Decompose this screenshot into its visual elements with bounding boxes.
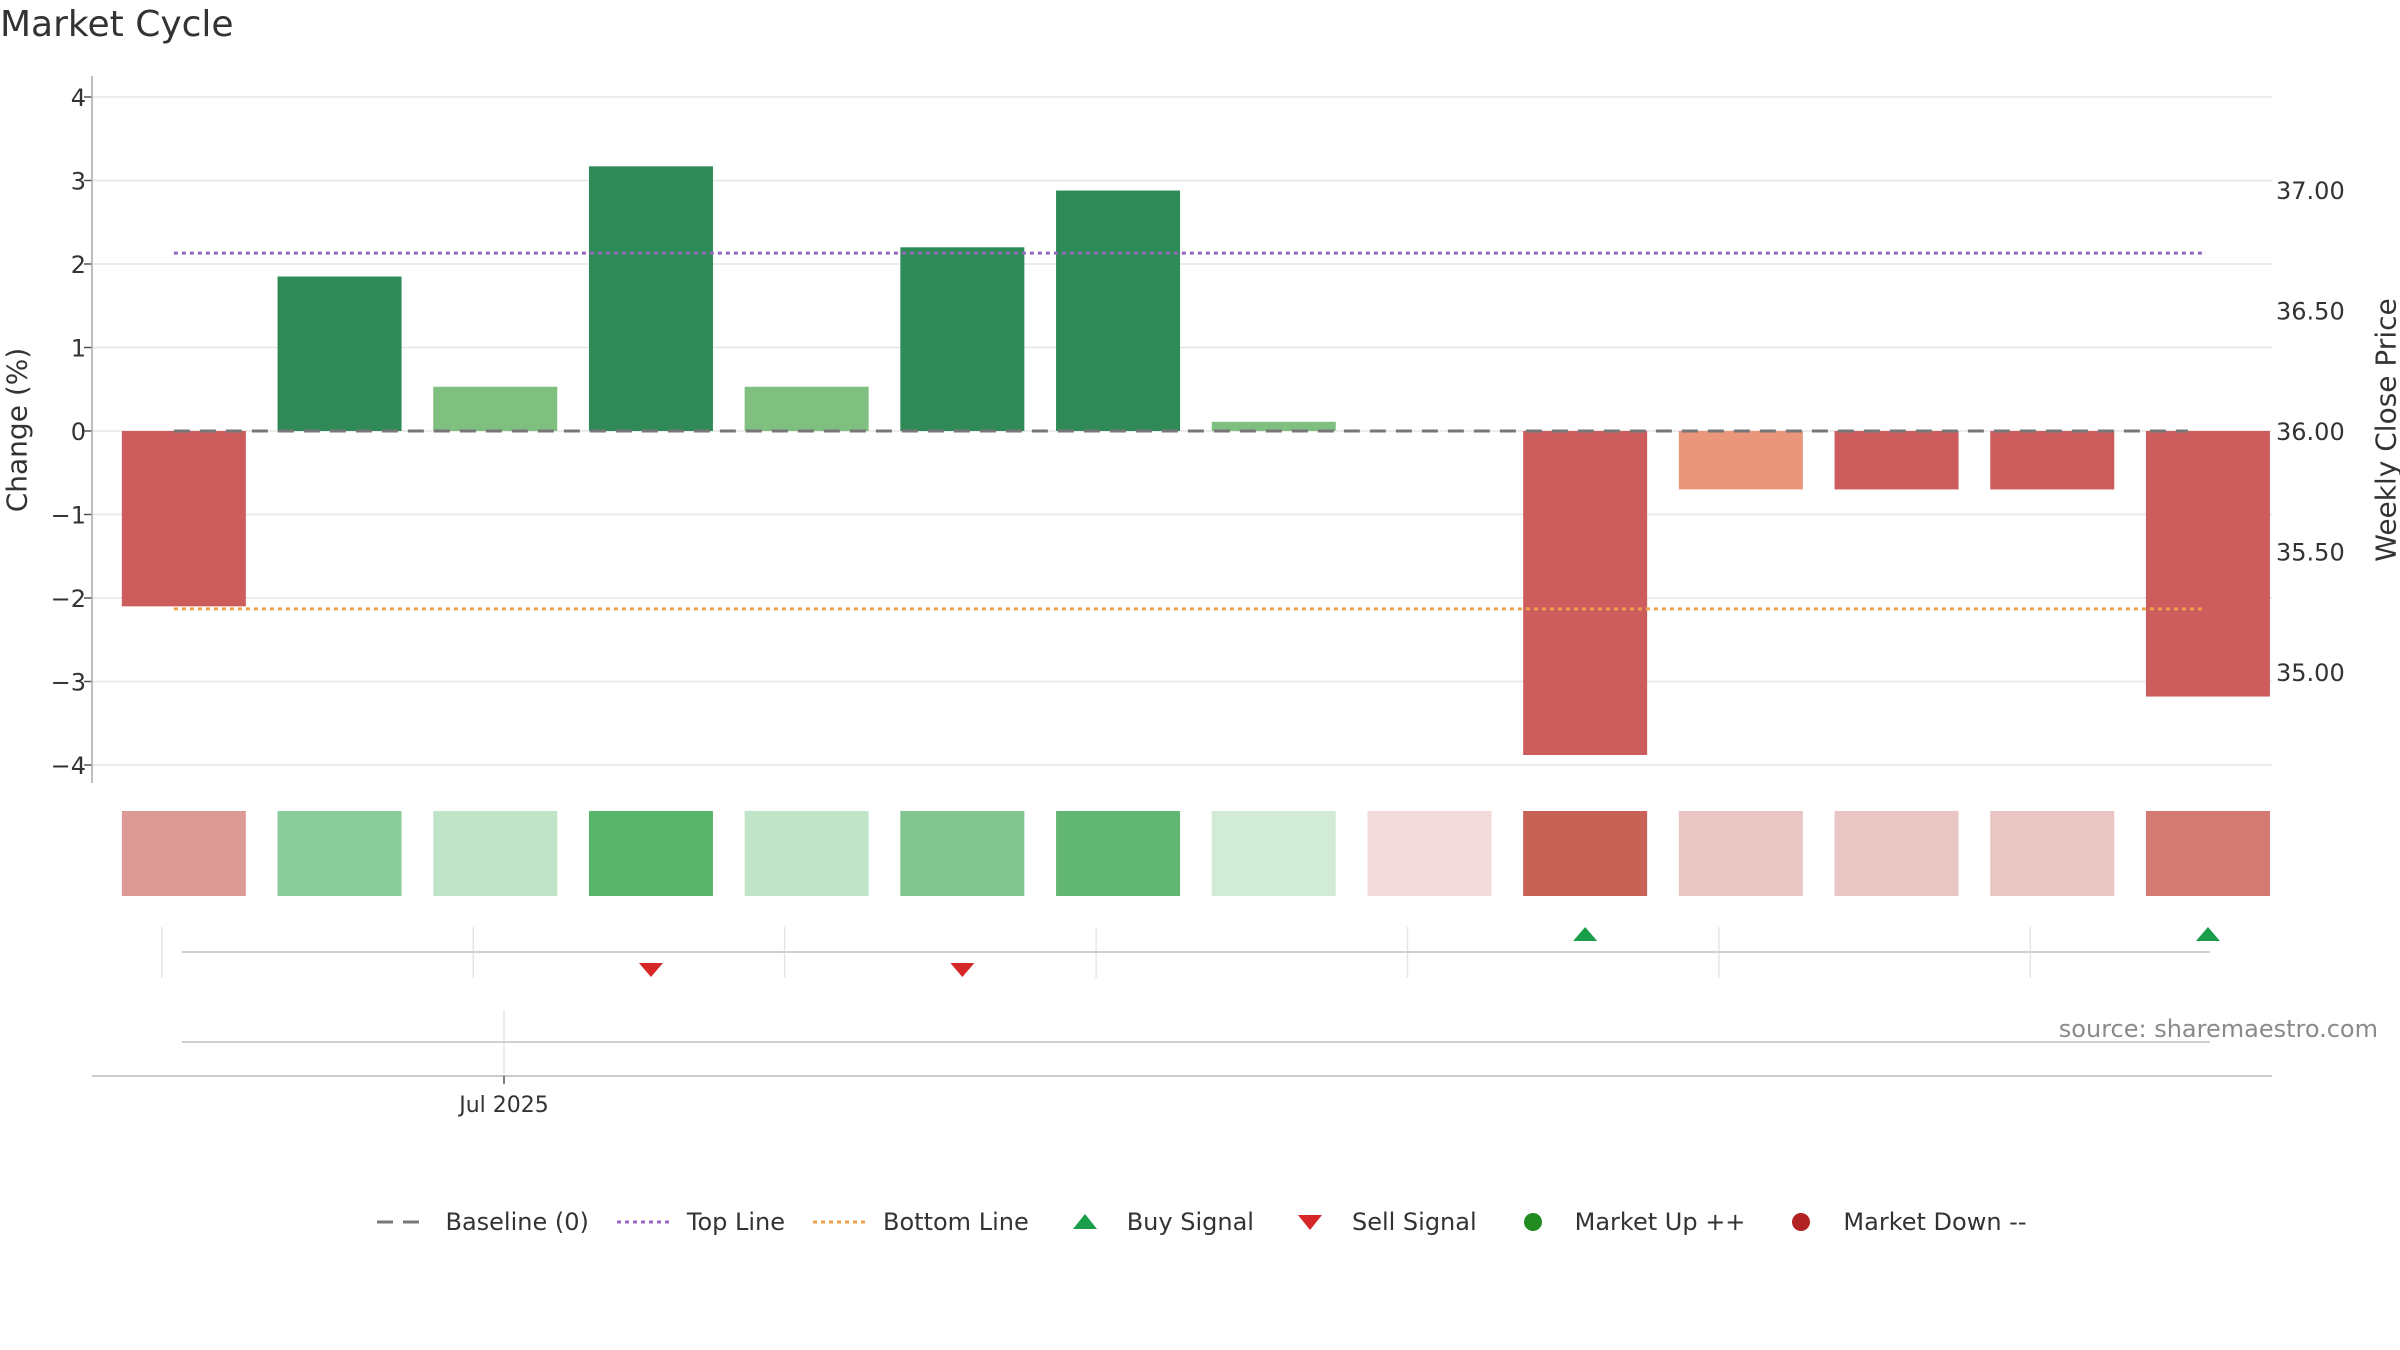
- y-tick-label: 3: [71, 168, 86, 196]
- y-tick-label: 2: [71, 251, 86, 279]
- bar: [1523, 431, 1648, 755]
- heatmap-cell: [1990, 811, 2115, 896]
- y2-tick-label: 35.00: [2276, 659, 2345, 687]
- heatmap-cell: [1056, 811, 1181, 896]
- y2-tick-label: 36.50: [2276, 298, 2345, 326]
- y-tick-label: −2: [51, 585, 86, 613]
- dotted-line-icon: [813, 1220, 870, 1224]
- legend-label: Market Up ++: [1574, 1208, 1746, 1236]
- legend-label: Market Down --: [1843, 1208, 2027, 1236]
- y-tick-label: −4: [51, 752, 86, 780]
- heatmap-cell: [433, 811, 558, 896]
- bar: [277, 276, 402, 431]
- bar: [2145, 431, 2270, 697]
- dash-line-icon: [377, 1220, 430, 1224]
- heatmap-cell: [1678, 811, 1803, 896]
- y-tick-label: 0: [71, 418, 86, 446]
- bar: [1678, 431, 1803, 490]
- y-tick-label: 4: [71, 84, 86, 112]
- y2-tick-label: 37.00: [2276, 177, 2345, 205]
- y2-tick-label: 36.00: [2276, 418, 2345, 446]
- bar: [1990, 431, 2115, 490]
- heatmap-cell: [2145, 811, 2270, 896]
- bar: [121, 431, 246, 607]
- legend-item-bottom-line[interactable]: Bottom Line: [811, 1208, 1029, 1236]
- dotted-line-icon: [616, 1220, 673, 1224]
- sell-signal-marker: [950, 963, 975, 977]
- heatmap-cell: [1523, 811, 1648, 896]
- heatmap-cell: [1211, 811, 1336, 896]
- legend: Baseline (0) Top Line Bottom Line Buy Si…: [0, 1208, 2400, 1236]
- dot-icon: [1523, 1213, 1542, 1231]
- legend-label: Bottom Line: [883, 1208, 1029, 1236]
- source-note: source: sharemaestro.com: [2058, 1015, 2378, 1043]
- y-tick-label: −1: [51, 502, 86, 530]
- heatmap-cell: [121, 811, 246, 896]
- legend-item-buy-signal[interactable]: Buy Signal: [1055, 1208, 1254, 1236]
- y-tick-label: 1: [71, 335, 86, 363]
- y2-tick-label: 35.50: [2276, 539, 2345, 567]
- chart-title: Market Cycle: [0, 4, 234, 45]
- sell-signal-marker: [638, 963, 663, 977]
- heatmap-cell: [1834, 811, 1959, 896]
- legend-label: Buy Signal: [1126, 1208, 1254, 1236]
- buy-signal-marker: [2195, 927, 2220, 941]
- legend-item-market-down[interactable]: Market Down --: [1771, 1208, 2027, 1236]
- heatmap-cell: [744, 811, 869, 896]
- bar: [900, 247, 1025, 431]
- heatmap-cell: [900, 811, 1025, 896]
- legend-label: Top Line: [686, 1208, 786, 1236]
- triangle-down-icon: [1297, 1215, 1322, 1230]
- buy-signal-marker: [1573, 927, 1598, 941]
- heatmap-cell: [1367, 811, 1492, 896]
- bar: [1834, 431, 1959, 490]
- bar: [1056, 190, 1181, 431]
- legend-item-baseline[interactable]: Baseline (0): [373, 1208, 589, 1236]
- legend-item-market-up[interactable]: Market Up ++: [1503, 1208, 1746, 1236]
- legend-label: Baseline (0): [445, 1208, 589, 1236]
- triangle-up-icon: [1072, 1214, 1097, 1229]
- bar: [433, 386, 558, 431]
- dot-icon: [1792, 1213, 1811, 1231]
- legend-item-top-line[interactable]: Top Line: [615, 1208, 785, 1236]
- bar: [1211, 421, 1336, 431]
- heatmap-cell: [277, 811, 402, 896]
- bar: [588, 166, 713, 431]
- bar: [744, 386, 869, 431]
- legend-item-sell-signal[interactable]: Sell Signal: [1280, 1208, 1477, 1236]
- legend-label: Sell Signal: [1351, 1208, 1477, 1236]
- heatmap-cell: [588, 811, 713, 896]
- y-tick-label: −3: [51, 669, 86, 697]
- x-tick-label: Jul 2025: [457, 1093, 549, 1118]
